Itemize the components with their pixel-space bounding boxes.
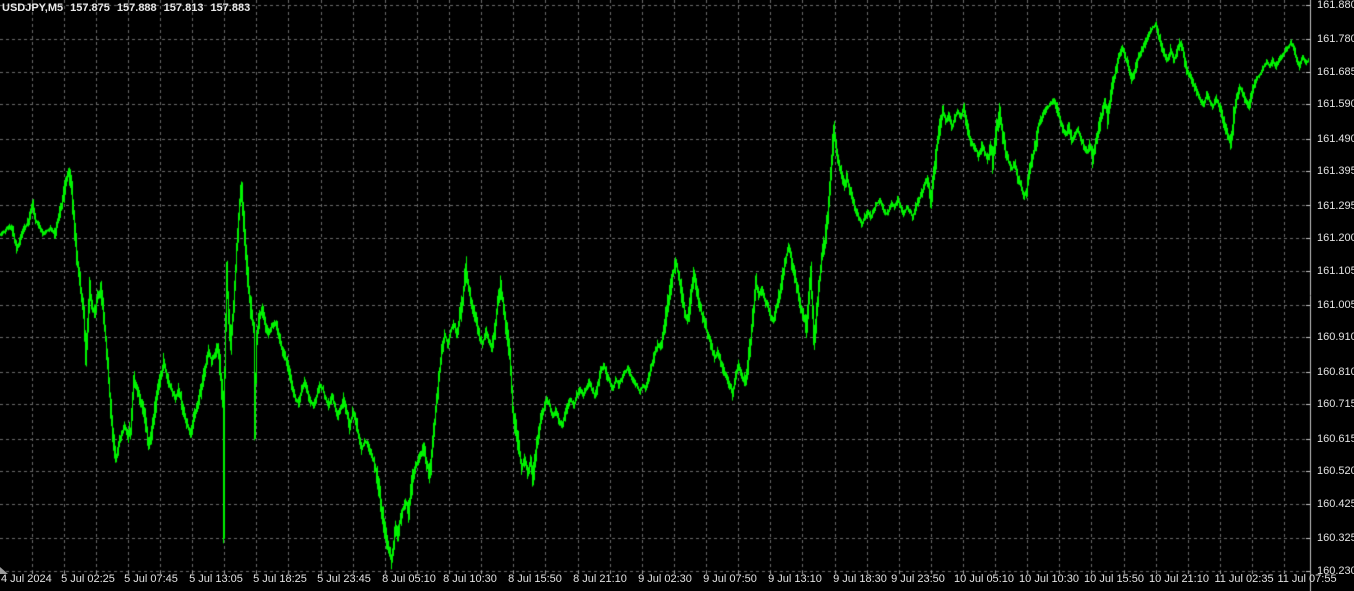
time-axis-label: 9 Jul 23:50 [891, 573, 945, 585]
time-axis-label: 9 Jul 02:30 [638, 573, 692, 585]
price-axis-label: 160.425 [1317, 497, 1354, 510]
price-axis-label: 160.325 [1317, 531, 1354, 544]
price-axis-label: 160.520 [1317, 465, 1354, 478]
time-axis-label: 5 Jul 07:45 [124, 573, 178, 585]
close-value: 157.883 [210, 2, 251, 14]
time-axis-label: 9 Jul 13:10 [768, 573, 822, 585]
open-value: 157.875 [70, 2, 110, 14]
symbol-period-label: USDJPY,M5 [2, 2, 64, 14]
price-axis-label: 161.295 [1317, 199, 1354, 212]
time-axis-label: 10 Jul 05:10 [954, 573, 1014, 585]
price-axis-label: 160.230 [1317, 564, 1354, 577]
time-axis-label: 11 Jul 02:35 [1214, 573, 1274, 585]
price-axis-label: 161.490 [1317, 132, 1354, 145]
time-axis-label: 5 Jul 13:05 [189, 573, 243, 585]
time-axis-label: 8 Jul 05:10 [382, 573, 436, 585]
price-axis-label: 161.200 [1317, 232, 1354, 245]
time-axis-label: 8 Jul 21:10 [573, 573, 627, 585]
price-axis-label: 161.395 [1317, 165, 1354, 178]
low-value: 157.813 [163, 2, 204, 14]
price-axis-label: 161.105 [1317, 264, 1354, 277]
ohlc-header: USDJPY,M5 157.875 157.888 157.813 157.883 [2, 2, 257, 14]
time-axis-label: 8 Jul 15:50 [508, 573, 562, 585]
price-axis-label: 160.615 [1317, 432, 1354, 445]
price-axis-label: 161.880 [1317, 0, 1354, 11]
price-axis-label: 160.715 [1317, 398, 1354, 411]
price-axis-label: 161.005 [1317, 298, 1354, 311]
price-axis-label: 161.590 [1317, 98, 1354, 111]
time-axis-label: 8 Jul 10:30 [443, 573, 497, 585]
time-axis-label: 10 Jul 21:10 [1149, 573, 1209, 585]
price-axis-label: 160.810 [1317, 365, 1354, 378]
time-axis-label: 10 Jul 10:30 [1019, 573, 1079, 585]
chart-start-marker-icon [0, 567, 8, 574]
time-axis-label: 11 Jul 07:55 [1277, 573, 1337, 585]
time-axis-label: 5 Jul 23:45 [317, 573, 371, 585]
high-value: 157.888 [116, 2, 157, 14]
time-axis-label: 5 Jul 18:25 [253, 573, 307, 585]
time-axis-label: 9 Jul 07:50 [703, 573, 757, 585]
time-axis-label: 4 Jul 2024 [1, 573, 52, 585]
price-axis[interactable]: 161.880 161.780 161.685 161.590 161.490 161.3… [1311, 0, 1354, 591]
price-axis-label: 160.910 [1317, 331, 1354, 344]
time-axis-label: 9 Jul 18:30 [833, 573, 887, 585]
time-axis[interactable]: 4 Jul 2024 5 Jul 02:25 5 Jul 07:45 5 Jul 13… [0, 570, 1337, 591]
time-axis-label: 10 Jul 15:50 [1084, 573, 1144, 585]
price-axis-label: 161.685 [1317, 65, 1354, 78]
price-axis-label: 161.780 [1317, 33, 1354, 46]
time-axis-label: 5 Jul 02:25 [61, 573, 115, 585]
